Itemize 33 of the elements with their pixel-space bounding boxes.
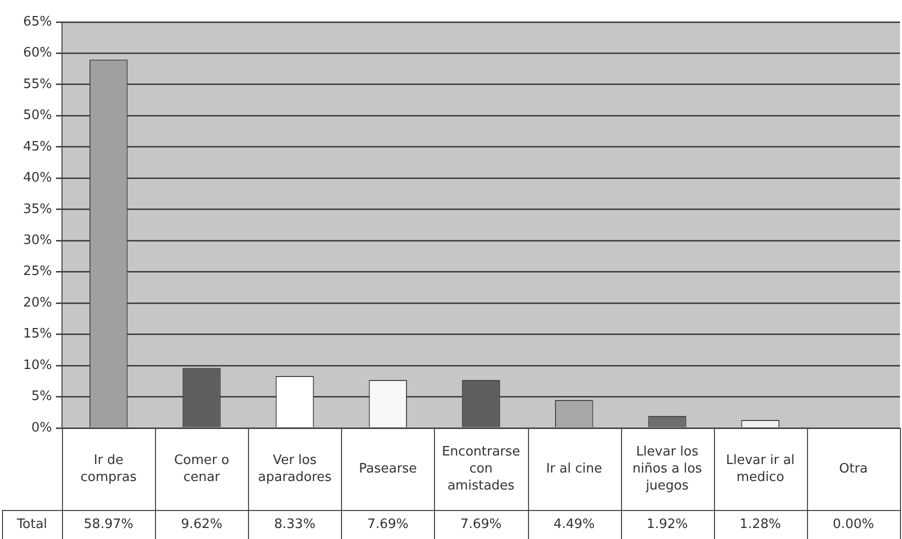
y-tick-label: 35% [23, 202, 52, 217]
x-tick-label: Otra [839, 461, 868, 476]
y-tick-label: 10% [23, 358, 52, 373]
data-label: 58.97% [84, 516, 134, 532]
y-tick-label: 55% [23, 76, 52, 92]
data-label: 0.00% [832, 516, 874, 532]
y-tick-label: 5% [31, 389, 52, 404]
data-label: 1.92% [646, 516, 688, 532]
y-tick-label: 60% [23, 46, 52, 61]
y-tick-label: 65% [23, 14, 52, 30]
data-label: 7.69% [460, 516, 502, 532]
text: Total [16, 516, 48, 532]
x-tick-label: Llevar ir al medico [726, 452, 795, 485]
y-tick-label: 20% [23, 295, 52, 310]
x-tick-label: Ver los aparadores [258, 452, 332, 485]
y-tick-label: 50% [23, 108, 52, 124]
y-tick-label: 45% [23, 139, 52, 154]
x-tick-label: Pasearse [358, 461, 417, 476]
data-label: 1.28% [740, 516, 781, 532]
x-tick-label: Ir de compras [80, 452, 137, 485]
x-tick-label: Llevar los niños a los juegos [632, 444, 702, 494]
data-label: 4.49% [553, 516, 595, 532]
data-label: 8.33% [274, 516, 316, 532]
data-label: 7.69% [367, 516, 409, 532]
y-tick-label: 15% [23, 326, 52, 342]
x-tick-label: Encontrarse con amistades [442, 444, 520, 494]
y-tick-label: 0% [31, 420, 52, 436]
x-tick-label: Ir al cine [546, 461, 602, 476]
y-tick-label: 30% [23, 232, 52, 248]
x-tick-label: Comer o cenar [174, 452, 230, 485]
y-tick-label: 40% [23, 170, 52, 186]
y-tick-label: 25% [23, 264, 52, 280]
data-label: 9.62% [181, 516, 222, 532]
